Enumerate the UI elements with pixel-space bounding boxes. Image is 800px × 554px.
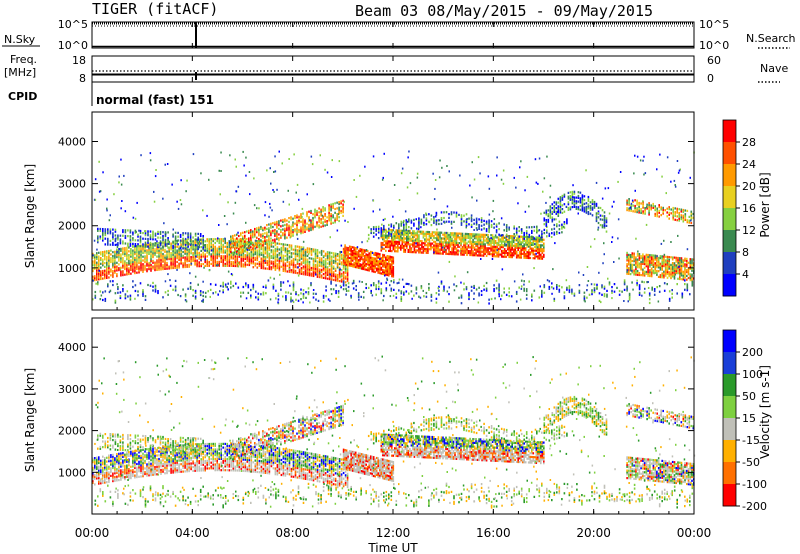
time-tick-label: 20:00 bbox=[576, 526, 611, 540]
velocity-colorbar-segment bbox=[723, 484, 736, 507]
power-colorbar-tick: 12 bbox=[742, 224, 756, 237]
velocity-panel: 1000 2000 3000 4000 Slant Range [km] 200 100… bbox=[23, 317, 772, 515]
time-tick-label: 16:00 bbox=[476, 526, 511, 540]
time-tick-label: 00:00 bbox=[677, 526, 712, 540]
cpid-value: normal (fast) 151 bbox=[96, 93, 214, 107]
velocity-colorbar-label: Velocity [m s-1] bbox=[758, 365, 772, 459]
search-tick-top: 10^5 bbox=[699, 18, 729, 31]
velocity-colorbar-tick: 100 bbox=[742, 368, 763, 381]
cpid-row: CPID normal (fast) 151 bbox=[8, 82, 214, 107]
power-colorbar-tick: 4 bbox=[742, 268, 749, 281]
velocity-colorbar-segment bbox=[723, 374, 736, 397]
velocity-colorbar-tick: 50 bbox=[742, 390, 756, 403]
search-label: N.Search bbox=[746, 32, 796, 45]
power-colorbar-label: Power [dB] bbox=[758, 172, 772, 237]
power-colorbar-segment bbox=[723, 164, 736, 187]
velocity-ytick-label: 1000 bbox=[58, 466, 86, 479]
velocity-colorbar: 200 100 50 15 -15 -50 -100 -200 bbox=[722, 329, 767, 513]
time-tick-label: 12:00 bbox=[376, 526, 411, 540]
time-tick-label: 04:00 bbox=[175, 526, 210, 540]
radar-title: TIGER (fitACF) bbox=[92, 0, 218, 18]
velocity-colorbar-tick: -100 bbox=[742, 478, 767, 491]
nave-tick-top: 60 bbox=[707, 54, 721, 67]
power-colorbar-segment bbox=[723, 142, 736, 165]
time-tick-label: 08:00 bbox=[275, 526, 310, 540]
power-colorbar: 4 8 12 16 20 24 28 bbox=[722, 119, 756, 297]
power-ytick-label: 2000 bbox=[58, 220, 86, 233]
sky-label: N.Sky bbox=[4, 33, 36, 46]
velocity-colorbar-tick: -15 bbox=[742, 434, 760, 447]
freq-label-top: Freq. bbox=[10, 53, 37, 66]
time-tick-label: 00:00 bbox=[75, 526, 110, 540]
beam-date-title: Beam 03 08/May/2015 - 09/May/2015 bbox=[355, 2, 653, 20]
power-colorbar-tick: 20 bbox=[742, 180, 756, 193]
search-tick-bottom: 10^0 bbox=[699, 39, 729, 52]
freq-tick-bottom: 8 bbox=[79, 72, 86, 85]
velocity-heatmap bbox=[92, 355, 696, 509]
velocity-colorbar-segment bbox=[723, 418, 736, 441]
power-colorbar-tick: 24 bbox=[742, 158, 756, 171]
sky-panel: N.Sky 10^5 10^0 10^5 10^0 N.Search bbox=[2, 18, 796, 52]
velocity-colorbar-segment bbox=[723, 440, 736, 463]
velocity-colorbar-tick: -200 bbox=[742, 500, 767, 513]
power-colorbar-segment bbox=[723, 186, 736, 209]
velocity-colorbar-segment bbox=[723, 396, 736, 419]
velocity-colorbar-segment bbox=[723, 462, 736, 485]
power-colorbar-segment bbox=[723, 208, 736, 231]
freq-label-bottom: [MHz] bbox=[4, 66, 36, 79]
velocity-colorbar-segment bbox=[723, 352, 736, 375]
power-ytick-label: 3000 bbox=[58, 178, 86, 191]
power-ytick-label: 1000 bbox=[58, 262, 86, 275]
power-ytick-label: 4000 bbox=[58, 135, 86, 148]
sky-tick-bottom: 10^0 bbox=[58, 39, 88, 52]
power-colorbar-segment bbox=[723, 120, 736, 143]
velocity-ytick-label: 2000 bbox=[58, 425, 86, 438]
power-panel: 1000 2000 3000 4000 Slant Range [km] 4 8 12 16… bbox=[23, 111, 772, 311]
velocity-colorbar-segment bbox=[723, 330, 736, 353]
nave-tick-bottom: 0 bbox=[707, 72, 714, 85]
freq-tick-top: 18 bbox=[72, 54, 86, 67]
power-colorbar-tick: 28 bbox=[742, 136, 756, 149]
power-colorbar-segment bbox=[723, 230, 736, 253]
power-ylabel: Slant Range [km] bbox=[23, 164, 37, 268]
velocity-ytick-label: 4000 bbox=[58, 341, 86, 354]
velocity-colorbar-tick: -50 bbox=[742, 456, 760, 469]
velocity-ylabel: Slant Range [km] bbox=[23, 368, 37, 472]
nave-label: Nave bbox=[760, 62, 788, 75]
power-colorbar-segment bbox=[723, 274, 736, 297]
sky-tick-top: 10^5 bbox=[58, 18, 88, 31]
freq-panel: Freq. [MHz] 18 8 60 0 Nave bbox=[4, 53, 788, 85]
time-axis: 00:00 04:00 08:00 12:00 16:00 20:00 00:00 bbox=[75, 22, 712, 540]
power-heatmap bbox=[92, 150, 695, 305]
power-colorbar-segment bbox=[723, 252, 736, 275]
velocity-colorbar-tick: 200 bbox=[742, 346, 763, 359]
velocity-ytick-label: 3000 bbox=[58, 383, 86, 396]
power-colorbar-tick: 8 bbox=[742, 246, 749, 259]
power-colorbar-tick: 16 bbox=[742, 202, 756, 215]
velocity-colorbar-tick: 15 bbox=[742, 412, 756, 425]
time-xlabel: Time UT bbox=[367, 541, 418, 554]
cpid-label: CPID bbox=[8, 90, 37, 103]
